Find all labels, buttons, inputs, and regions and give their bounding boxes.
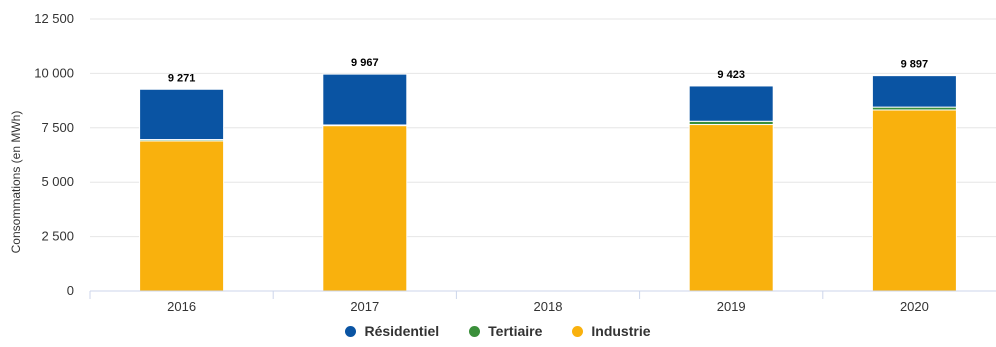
legend-item[interactable]: Industrie	[572, 323, 651, 339]
legend-label: Résidentiel	[364, 323, 440, 339]
y-tick-label: 0	[67, 283, 74, 298]
x-tick-label: 2020	[900, 299, 929, 314]
bar-segment-résidentiel	[871, 75, 957, 108]
x-tick-label: 2018	[534, 299, 563, 314]
bar-total-label: 9 897	[901, 59, 929, 71]
y-tick-label: 5 000	[41, 174, 74, 189]
bar-total-label: 9 271	[168, 72, 196, 84]
y-tick-label: 12 500	[34, 11, 74, 26]
bar-segment-industrie	[139, 140, 225, 292]
bar-segment-résidentiel	[322, 73, 408, 126]
bar-total-label: 9 423	[717, 69, 745, 81]
legend-marker	[345, 325, 357, 337]
legend-marker	[469, 325, 481, 337]
legend-marker	[572, 325, 584, 337]
y-axis-label: Consommations (en MWh)	[9, 111, 23, 254]
total-labels: 9 271 9 967 9 423 9 897	[168, 57, 928, 84]
legend: Résidentiel Tertiaire Industrie	[0, 323, 996, 339]
x-tick-label: 2016	[167, 299, 196, 314]
legend-label: Tertiaire	[488, 323, 543, 339]
x-axis-ticks: 2016 2017 2018 2019 2020	[89, 291, 929, 314]
bar-segment-résidentiel	[139, 88, 225, 141]
legend-item[interactable]: Résidentiel	[345, 323, 439, 339]
bar-segment-industrie	[322, 125, 408, 292]
y-tick-label: 10 000	[34, 65, 74, 80]
legend-label: Industrie	[591, 323, 651, 339]
bar-segment-industrie	[688, 124, 774, 292]
bar-segment-industrie	[871, 109, 957, 292]
bars	[139, 73, 957, 292]
x-tick-label: 2019	[717, 299, 746, 314]
y-axis-ticks: 0 2 500 5 000 7 500 10 000 12 500	[34, 11, 74, 298]
bar-total-label: 9 967	[351, 57, 379, 69]
legend-item[interactable]: Tertiaire	[469, 323, 542, 339]
gridlines	[90, 18, 996, 238]
y-tick-label: 7 500	[41, 120, 74, 135]
x-tick-label: 2017	[350, 299, 379, 314]
y-tick-label: 2 500	[41, 229, 74, 244]
bar-segment-résidentiel	[688, 85, 774, 122]
